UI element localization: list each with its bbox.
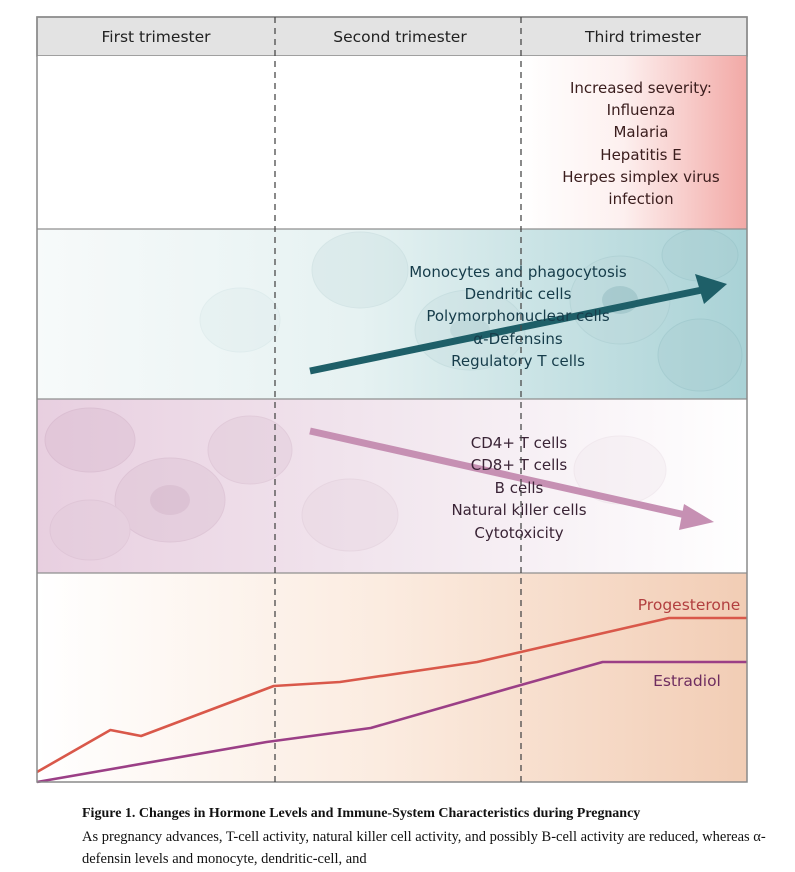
cell-texture-teal (199, 228, 743, 392)
series-line-progesterone (36, 616, 747, 774)
decreased-item-cd8: CD8+ T cells (471, 456, 568, 474)
infection-item-infection: infection (608, 190, 673, 208)
infection-item-herpes: Herpes simplex virus (562, 168, 720, 186)
infection-item-influenza: Influenza (607, 101, 676, 119)
increased-panel (37, 229, 747, 399)
figure-caption: Figure 1. Changes in Hormone Levels and … (82, 806, 782, 870)
legend-estradiol: Estradiol (653, 672, 721, 690)
infection-item-malaria: Malaria (613, 123, 668, 141)
increased-item-defensins: α-Defensins (473, 330, 563, 348)
increase-arrow (309, 274, 727, 375)
header-bar (36, 16, 748, 57)
figure-frame (36, 16, 748, 783)
increased-item-monocytes: Monocytes and phagocytosis (409, 263, 627, 281)
series-line-estradiol (36, 660, 747, 784)
decrease-arrow (309, 427, 714, 530)
header-third-trimester: Third trimester (584, 28, 702, 46)
infection-item-hepatitis-e: Hepatitis E (600, 146, 681, 164)
hormone-chart (36, 616, 747, 784)
header-second-trimester: Second trimester (333, 28, 467, 46)
decreased-item-nk: Natural killer cells (451, 501, 586, 519)
cell-texture-purple (44, 407, 667, 561)
increased-item-pmn: Polymorphonuclear cells (426, 307, 609, 325)
decreased-item-cd4: CD4+ T cells (471, 434, 568, 452)
increased-item-dendritic: Dendritic cells (465, 285, 572, 303)
caption-title: Figure 1. Changes in Hormone Levels and … (82, 806, 641, 821)
decreased-panel (37, 399, 747, 573)
legend-progesterone: Progesterone (638, 596, 741, 614)
decreased-item-bcells: B cells (495, 479, 544, 497)
increased-item-treg: Regulatory T cells (451, 352, 585, 370)
header-first-trimester: First trimester (102, 28, 212, 46)
infection-panel-shade (522, 56, 747, 229)
decreased-item-cytotoxicity: Cytotoxicity (474, 524, 563, 542)
hormone-panel (37, 573, 747, 782)
infection-title: Increased severity: (570, 79, 712, 97)
caption-text: As pregnancy advances, T-cell activity, … (82, 829, 766, 867)
